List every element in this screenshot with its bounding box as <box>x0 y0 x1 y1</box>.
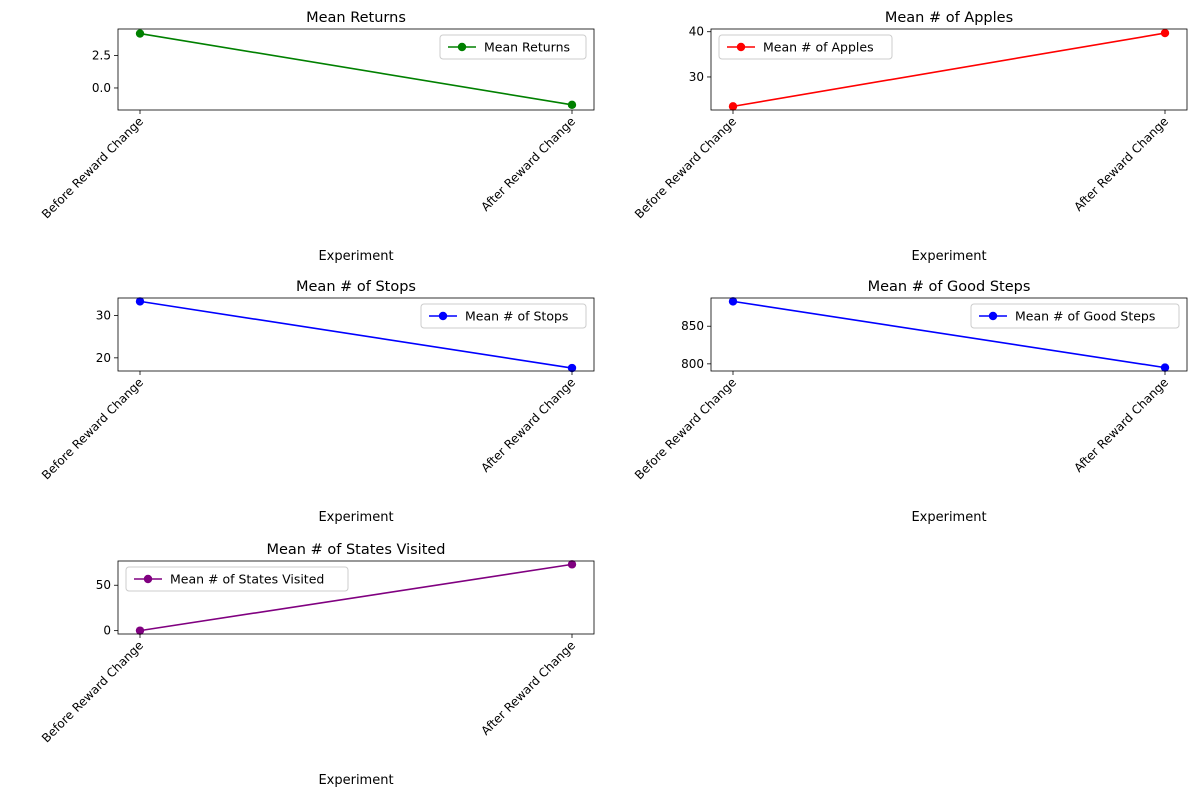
data-point <box>1160 363 1170 372</box>
legend-marker <box>736 42 746 52</box>
legend: Mean # of Apples <box>718 34 893 60</box>
x-tick-label: After Reward Change <box>478 375 578 475</box>
legend-box <box>420 303 587 329</box>
x-tick-label: After Reward Change <box>1071 375 1171 475</box>
legend-label: Mean Returns <box>484 40 570 55</box>
x-tick-label: After Reward Change <box>478 638 578 738</box>
data-point <box>135 626 145 635</box>
y-tick-label: 20 <box>96 351 111 365</box>
data-point <box>567 363 577 373</box>
axes-frame <box>117 297 595 372</box>
y-tick-label: 50 <box>96 578 111 592</box>
axes-frame <box>117 560 595 635</box>
legend-label: Mean # of Stops <box>465 309 568 324</box>
data-point <box>567 560 577 569</box>
legend-marker <box>143 574 153 584</box>
subplot-2: Mean # of Apples 30 40 Before Reward Change… <box>632 10 1188 264</box>
legend-marker <box>988 311 998 321</box>
axes-frame <box>117 28 595 111</box>
data-point <box>1160 28 1170 38</box>
axes-frame <box>710 297 1188 372</box>
legend: Mean # of Good Steps <box>970 303 1180 329</box>
x-axis-label: Experiment <box>318 510 393 525</box>
y-tick-label: 30 <box>689 70 704 84</box>
data-point <box>728 297 738 306</box>
series-line <box>732 300 1166 369</box>
x-tick-label: Before Reward Change <box>39 638 146 745</box>
y-tick-label: 0.0 <box>92 81 111 95</box>
series-line <box>732 32 1166 108</box>
legend-marker <box>457 42 467 52</box>
subplot-title: Mean # of States Visited <box>266 542 445 558</box>
x-axis-label: Experiment <box>911 510 986 525</box>
legend-label: Mean # of States Visited <box>170 572 324 587</box>
x-tick-label: Before Reward Change <box>632 375 739 482</box>
legend-box <box>125 566 349 592</box>
legend-box <box>970 303 1180 329</box>
x-tick-label: Before Reward Change <box>632 114 739 221</box>
x-tick-label: Before Reward Change <box>39 375 146 482</box>
y-tick-label: 30 <box>96 308 111 322</box>
subplot-3: Mean # of Stops 20 30 Before Reward Change A… <box>39 279 595 525</box>
legend-label: Mean # of Good Steps <box>1015 309 1155 324</box>
data-point <box>135 29 145 38</box>
series-line <box>139 32 573 106</box>
y-tick-label: 2.5 <box>92 49 111 63</box>
subplot-title: Mean Returns <box>306 10 406 26</box>
legend-box <box>718 34 893 60</box>
data-point <box>135 297 145 306</box>
x-tick-label: After Reward Change <box>478 114 578 214</box>
y-tick-label: 850 <box>681 319 704 333</box>
axes-frame <box>710 28 1188 111</box>
x-axis-label: Experiment <box>318 249 393 264</box>
series-line <box>139 563 573 632</box>
subplot-title: Mean # of Stops <box>296 279 416 295</box>
legend: Mean # of Stops <box>420 303 587 329</box>
subplot-title: Mean # of Apples <box>885 10 1013 26</box>
legend-box <box>439 34 587 60</box>
legend: Mean # of States Visited <box>125 566 349 592</box>
legend-marker <box>438 311 448 321</box>
y-tick-label: 0 <box>103 624 111 638</box>
x-axis-label: Experiment <box>911 249 986 264</box>
subplot-5: Mean # of States Visited 0 50 Before Reward… <box>39 542 595 788</box>
y-tick-label: 800 <box>681 357 704 371</box>
x-tick-label: After Reward Change <box>1071 114 1171 214</box>
legend: Mean Returns <box>439 34 587 60</box>
series-line <box>139 300 573 369</box>
subplot-1: Mean Returns 0.0 2.5 Before Reward Change Af… <box>39 10 595 264</box>
legend-label: Mean # of Apples <box>763 40 874 55</box>
y-tick-label: 40 <box>689 25 704 39</box>
x-axis-label: Experiment <box>318 773 393 788</box>
subplot-4: Mean # of Good Steps 800 850 Before Reward … <box>632 279 1188 525</box>
subplot-title: Mean # of Good Steps <box>868 279 1031 295</box>
x-tick-label: Before Reward Change <box>39 114 146 221</box>
data-point <box>728 102 738 111</box>
data-point <box>567 100 577 110</box>
